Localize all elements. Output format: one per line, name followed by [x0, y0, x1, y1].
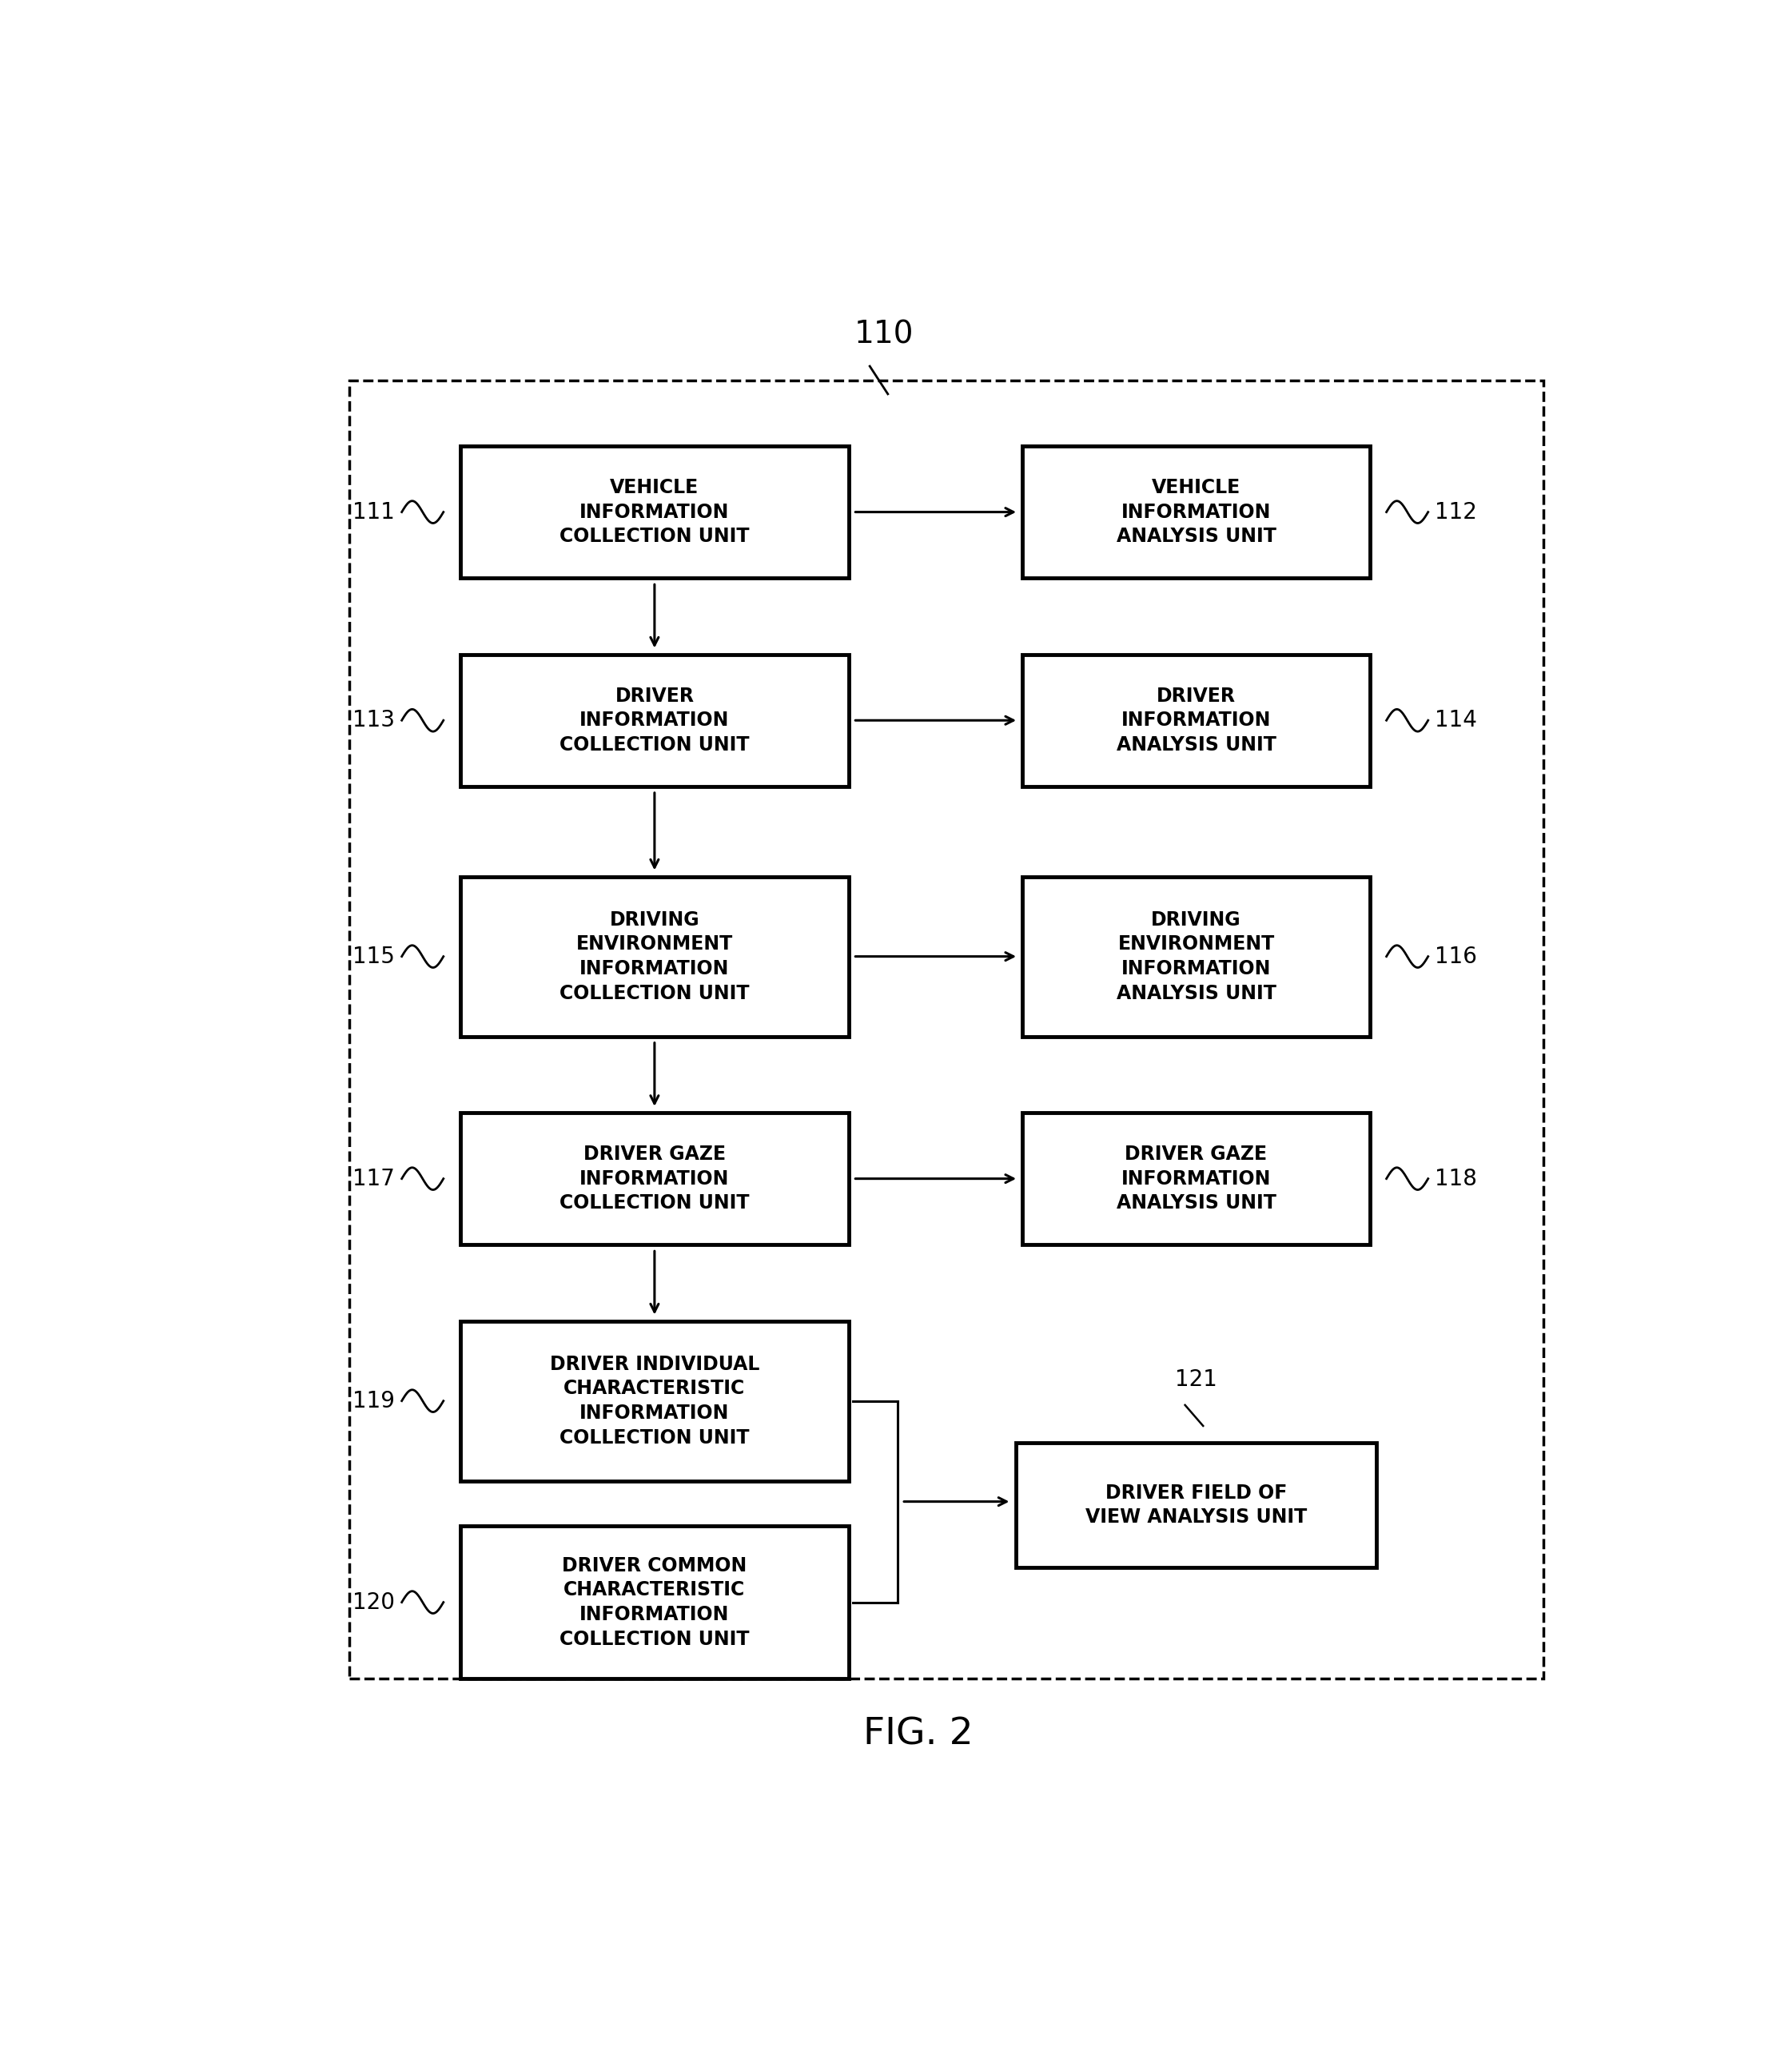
Text: DRIVER GAZE
INFORMATION
COLLECTION UNIT: DRIVER GAZE INFORMATION COLLECTION UNIT: [559, 1145, 749, 1213]
Text: DRIVER INDIVIDUAL
CHARACTERISTIC
INFORMATION
COLLECTION UNIT: DRIVER INDIVIDUAL CHARACTERISTIC INFORMA…: [550, 1355, 760, 1447]
Bar: [461, 655, 849, 787]
Text: 119: 119: [353, 1390, 394, 1412]
Bar: [461, 447, 849, 579]
Text: DRIVING
ENVIRONMENT
INFORMATION
ANALYSIS UNIT: DRIVING ENVIRONMENT INFORMATION ANALYSIS…: [1116, 910, 1276, 1003]
Bar: [461, 1322, 849, 1480]
Text: DRIVER COMMON
CHARACTERISTIC
INFORMATION
COLLECTION UNIT: DRIVER COMMON CHARACTERISTIC INFORMATION…: [559, 1557, 749, 1649]
Bar: [1023, 877, 1369, 1036]
Text: 111: 111: [353, 500, 394, 523]
Text: VEHICLE
INFORMATION
ANALYSIS UNIT: VEHICLE INFORMATION ANALYSIS UNIT: [1116, 478, 1276, 546]
Text: DRIVING
ENVIRONMENT
INFORMATION
COLLECTION UNIT: DRIVING ENVIRONMENT INFORMATION COLLECTI…: [559, 910, 749, 1003]
Bar: [461, 1526, 849, 1678]
Text: 112: 112: [1435, 500, 1477, 523]
Text: 114: 114: [1435, 708, 1477, 731]
Text: DRIVER GAZE
INFORMATION
ANALYSIS UNIT: DRIVER GAZE INFORMATION ANALYSIS UNIT: [1116, 1145, 1276, 1213]
Bar: [1023, 1112, 1369, 1244]
Bar: [1016, 1443, 1376, 1567]
Bar: [1023, 655, 1369, 787]
Text: DRIVER FIELD OF
VIEW ANALYSIS UNIT: DRIVER FIELD OF VIEW ANALYSIS UNIT: [1086, 1482, 1306, 1528]
Text: 117: 117: [353, 1167, 394, 1190]
Text: 118: 118: [1435, 1167, 1477, 1190]
Text: 116: 116: [1435, 945, 1477, 968]
Text: 113: 113: [353, 708, 394, 731]
Text: DRIVER
INFORMATION
COLLECTION UNIT: DRIVER INFORMATION COLLECTION UNIT: [559, 686, 749, 754]
Text: DRIVER
INFORMATION
ANALYSIS UNIT: DRIVER INFORMATION ANALYSIS UNIT: [1116, 686, 1276, 754]
Bar: [461, 1112, 849, 1244]
Bar: [461, 877, 849, 1036]
Text: VEHICLE
INFORMATION
COLLECTION UNIT: VEHICLE INFORMATION COLLECTION UNIT: [559, 478, 749, 546]
Text: 115: 115: [353, 945, 394, 968]
Text: 120: 120: [353, 1592, 394, 1614]
Text: 110: 110: [855, 319, 914, 350]
Text: FIG. 2: FIG. 2: [864, 1717, 973, 1752]
Text: 121: 121: [1176, 1369, 1217, 1392]
Bar: [1023, 447, 1369, 579]
Bar: [349, 381, 1543, 1678]
